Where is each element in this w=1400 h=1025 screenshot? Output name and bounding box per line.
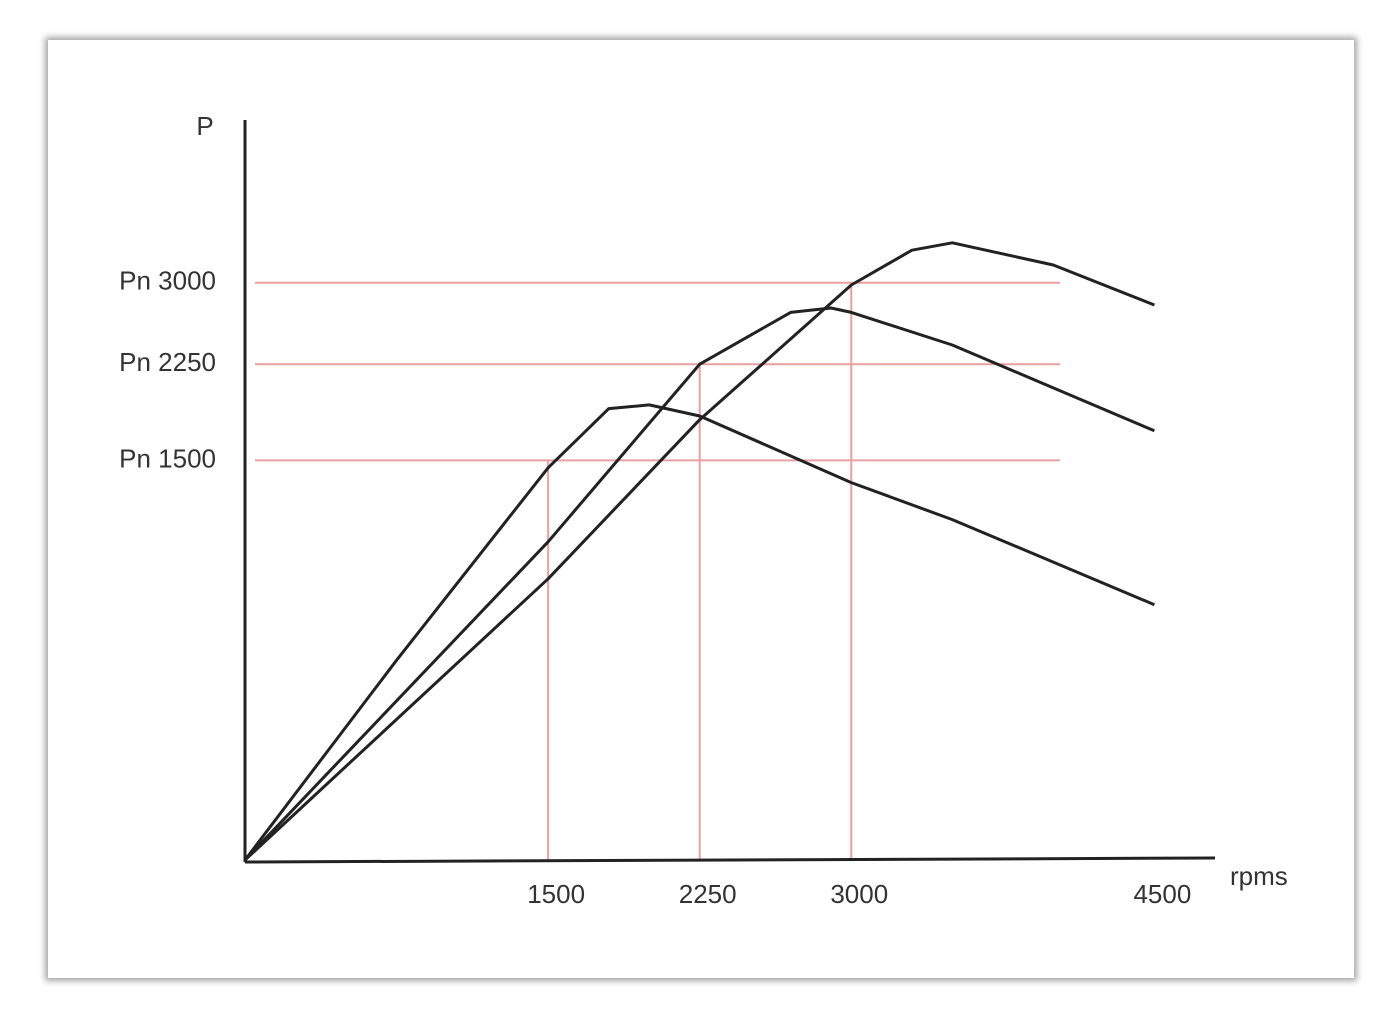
curve — [243, 403, 1155, 861]
x-tick-label: 4500 — [1133, 879, 1191, 909]
y-tick-label: Pn 1500 — [119, 443, 216, 473]
curve — [243, 241, 1155, 862]
x-axis-label: rpms — [1230, 861, 1288, 891]
x-tick-label: 1500 — [527, 879, 585, 909]
x-tick-label: 3000 — [830, 879, 888, 909]
chart-card — [48, 40, 1354, 978]
x-axis — [244, 856, 1216, 864]
x-tick-label: 2250 — [679, 879, 737, 909]
curve — [243, 306, 1155, 862]
y-tick-label: Pn 3000 — [119, 266, 216, 296]
y-tick-label: Pn 2250 — [119, 347, 216, 377]
y-axis-label: P — [196, 111, 213, 141]
